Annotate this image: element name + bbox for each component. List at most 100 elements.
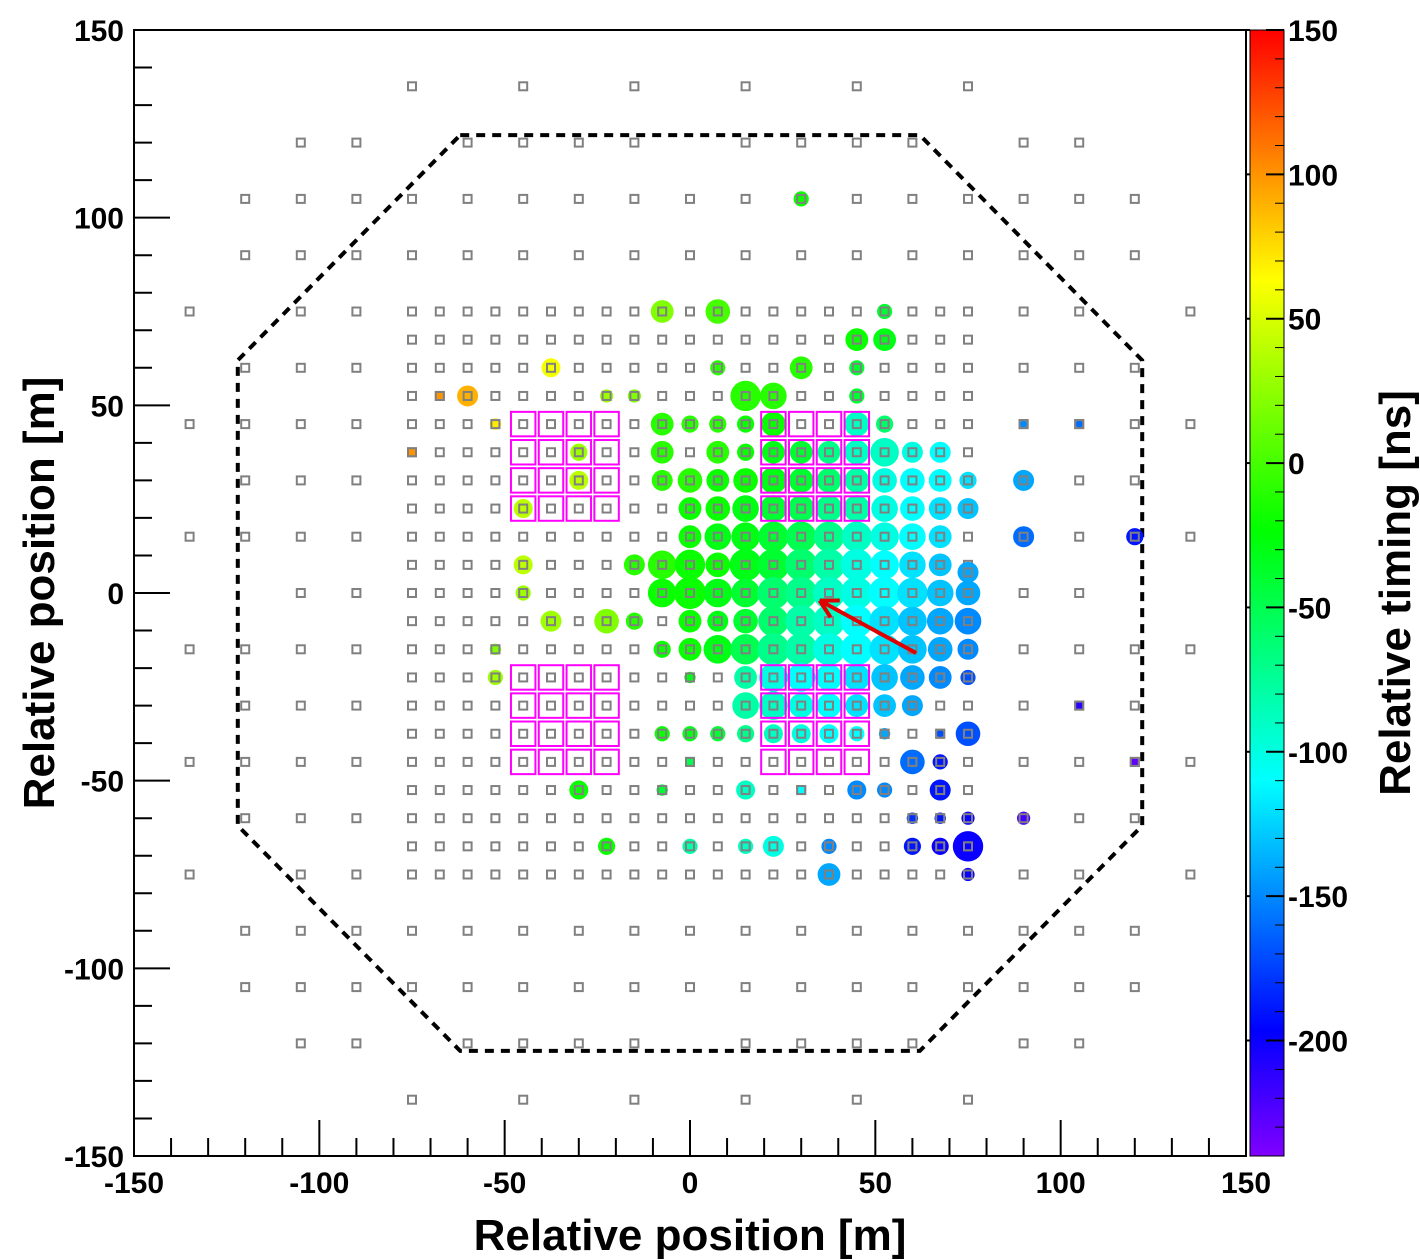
detector-marker: [434, 785, 445, 796]
detector-marker: [351, 813, 362, 824]
pmt-box: [815, 410, 843, 438]
detector-marker: [490, 390, 501, 401]
pmt-box: [537, 410, 565, 438]
detector-marker: [490, 869, 501, 880]
hit-detector-marker: [963, 813, 973, 824]
detector-marker: [434, 531, 445, 542]
hit-marker: [871, 664, 898, 691]
detector-marker: [573, 250, 584, 261]
detector-marker: [685, 925, 695, 936]
detector-marker: [351, 869, 362, 880]
hit-marker: [569, 470, 589, 490]
hit-marker: [674, 549, 706, 581]
pmt-box: [815, 692, 843, 719]
hit-detector-marker: [851, 475, 862, 486]
detector-marker: [434, 813, 445, 824]
hit-detector-marker: [851, 644, 862, 655]
pmt-box: [760, 748, 787, 776]
pmt-box: [787, 664, 815, 691]
detector-marker: [629, 982, 640, 993]
detector-marker: [518, 362, 529, 373]
pmt-box: [509, 664, 537, 691]
detector-marker: [518, 531, 529, 542]
hit-marker: [906, 812, 919, 824]
hit-marker: [732, 692, 759, 719]
hit-marker: [760, 382, 787, 410]
detector-marker: [824, 362, 834, 373]
pmt-box: [815, 439, 843, 466]
hit-detector-marker: [907, 672, 918, 683]
detector-marker: [629, 1094, 640, 1105]
y-tick-label: -50: [81, 766, 124, 799]
colorbar-tick-label: 150: [1288, 15, 1338, 48]
detector-marker: [295, 756, 306, 767]
detector-marker: [740, 756, 751, 767]
detector-marker: [573, 869, 584, 880]
detector-marker: [407, 756, 417, 767]
hit-detector-marker: [685, 588, 695, 598]
hit-marker: [849, 726, 865, 742]
detector-marker: [601, 672, 612, 683]
detector-marker: [629, 306, 640, 317]
hit-detector-marker: [824, 559, 834, 570]
detector-marker: [879, 841, 890, 852]
pmt-box: [509, 439, 537, 466]
detector-marker: [407, 419, 417, 430]
detector-marker: [879, 756, 890, 767]
detector-marker: [295, 644, 306, 655]
hit-marker: [651, 469, 673, 491]
detector-marker: [434, 588, 445, 598]
detector-marker: [573, 306, 584, 317]
hit-marker: [763, 724, 783, 744]
detector-marker: [824, 390, 834, 401]
hit-detector-marker: [879, 447, 890, 458]
detector-marker: [963, 531, 973, 542]
detector-marker: [295, 588, 306, 598]
detector-marker: [295, 137, 306, 148]
hit-marker: [845, 694, 869, 717]
hit-detector-marker: [907, 447, 918, 458]
pmt-box: [565, 439, 593, 466]
detector-marker: [462, 334, 473, 345]
hit-marker: [757, 633, 790, 666]
hit-detector-marker: [768, 700, 779, 711]
detector-marker: [851, 193, 862, 204]
hit-detector-marker: [851, 531, 862, 542]
pmt-box: [787, 720, 815, 747]
detector-marker: [351, 925, 362, 936]
x-tick-label: 50: [859, 1167, 892, 1200]
hit-marker: [1013, 469, 1035, 491]
detector-marker: [796, 250, 807, 261]
hit-detector-marker: [879, 531, 890, 542]
hit-marker: [821, 838, 837, 854]
x-tick-label: -100: [289, 1167, 349, 1200]
hit-marker: [899, 551, 926, 579]
hit-marker: [703, 635, 733, 664]
detector-marker: [546, 728, 556, 739]
detector-marker: [1018, 137, 1029, 148]
detector-marker: [407, 193, 417, 204]
detector-marker: [935, 306, 946, 317]
detector-marker: [629, 419, 640, 430]
hit-marker: [733, 468, 758, 493]
hit-detector-marker: [462, 390, 473, 401]
hit-detector-marker: [712, 503, 723, 514]
detector-marker: [240, 925, 251, 936]
hit-marker: [813, 521, 845, 552]
hit-detector-marker: [796, 475, 807, 486]
hit-marker: [594, 608, 619, 634]
hit-marker: [650, 300, 674, 323]
detector-marker: [796, 925, 807, 936]
detector-marker: [740, 306, 751, 317]
hit-marker: [736, 780, 756, 800]
hit-marker: [819, 724, 839, 744]
detector-marker: [573, 588, 584, 598]
hit-detector-marker: [851, 419, 862, 430]
hit-detector-marker: [879, 728, 890, 739]
hit-detector-marker: [740, 531, 751, 542]
hit-detector-marker: [963, 616, 973, 627]
pmt-box: [843, 495, 871, 522]
detector-marker: [1129, 419, 1140, 430]
hit-detector-marker: [851, 362, 862, 373]
detector-marker: [657, 362, 668, 373]
